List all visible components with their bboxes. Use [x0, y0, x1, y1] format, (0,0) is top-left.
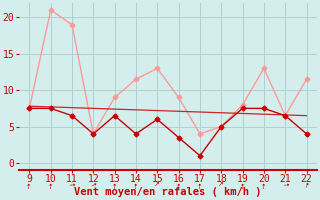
Text: ↗: ↗ — [110, 181, 119, 190]
Text: ↗: ↗ — [302, 181, 311, 190]
Text: ↗: ↗ — [153, 181, 162, 190]
X-axis label: Vent moyen/en rafales ( km/h ): Vent moyen/en rafales ( km/h ) — [74, 187, 262, 197]
Text: ↗: ↗ — [68, 181, 76, 189]
Text: ↗: ↗ — [90, 181, 97, 189]
Text: ↗: ↗ — [217, 181, 226, 190]
Text: ↗: ↗ — [132, 181, 140, 190]
Text: ↗: ↗ — [174, 181, 183, 190]
Text: ↗: ↗ — [239, 181, 246, 189]
Text: ↗: ↗ — [25, 181, 34, 190]
Text: ↗: ↗ — [282, 181, 289, 189]
Text: ↗: ↗ — [47, 181, 54, 189]
Text: ↗: ↗ — [197, 181, 203, 187]
Text: ↗: ↗ — [260, 181, 268, 190]
